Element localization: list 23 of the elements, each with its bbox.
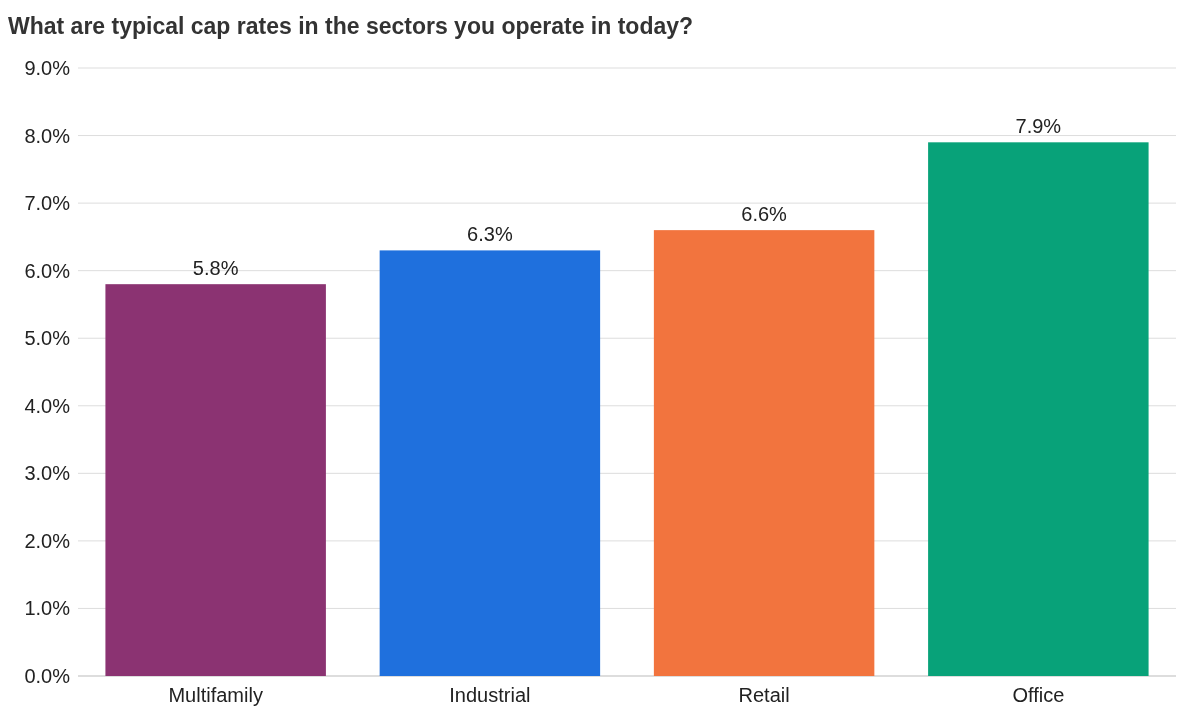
x-tick-label: Retail <box>738 684 790 706</box>
y-tick-label: 3.0% <box>24 462 71 485</box>
y-tick-label: 1.0% <box>24 597 71 620</box>
data-label: 7.9% <box>1015 115 1062 138</box>
y-tick-label: 7.0% <box>24 192 71 215</box>
y-tick-label: 2.0% <box>24 529 71 552</box>
data-label: 5.8% <box>192 257 239 280</box>
chart-title: What are typical cap rates in the sectors you operate in today? <box>8 13 694 39</box>
y-tick-label: 8.0% <box>24 124 71 147</box>
y-tick-label: 0.0% <box>24 665 71 687</box>
y-tick-label: 5.0% <box>24 327 71 350</box>
x-tick-label: Multifamily <box>168 684 263 706</box>
x-tick-label: Industrial <box>449 684 531 706</box>
data-label: 6.3% <box>467 223 513 246</box>
bar <box>653 230 875 676</box>
y-tick-label: 4.0% <box>24 394 71 417</box>
x-tick-label: Office <box>1012 684 1065 706</box>
bar <box>379 250 601 676</box>
y-tick-label: 9.0% <box>24 57 71 79</box>
bar <box>105 284 326 676</box>
data-label: 6.6% <box>741 203 788 226</box>
y-tick-label: 6.0% <box>24 259 71 282</box>
bar <box>928 142 1149 676</box>
